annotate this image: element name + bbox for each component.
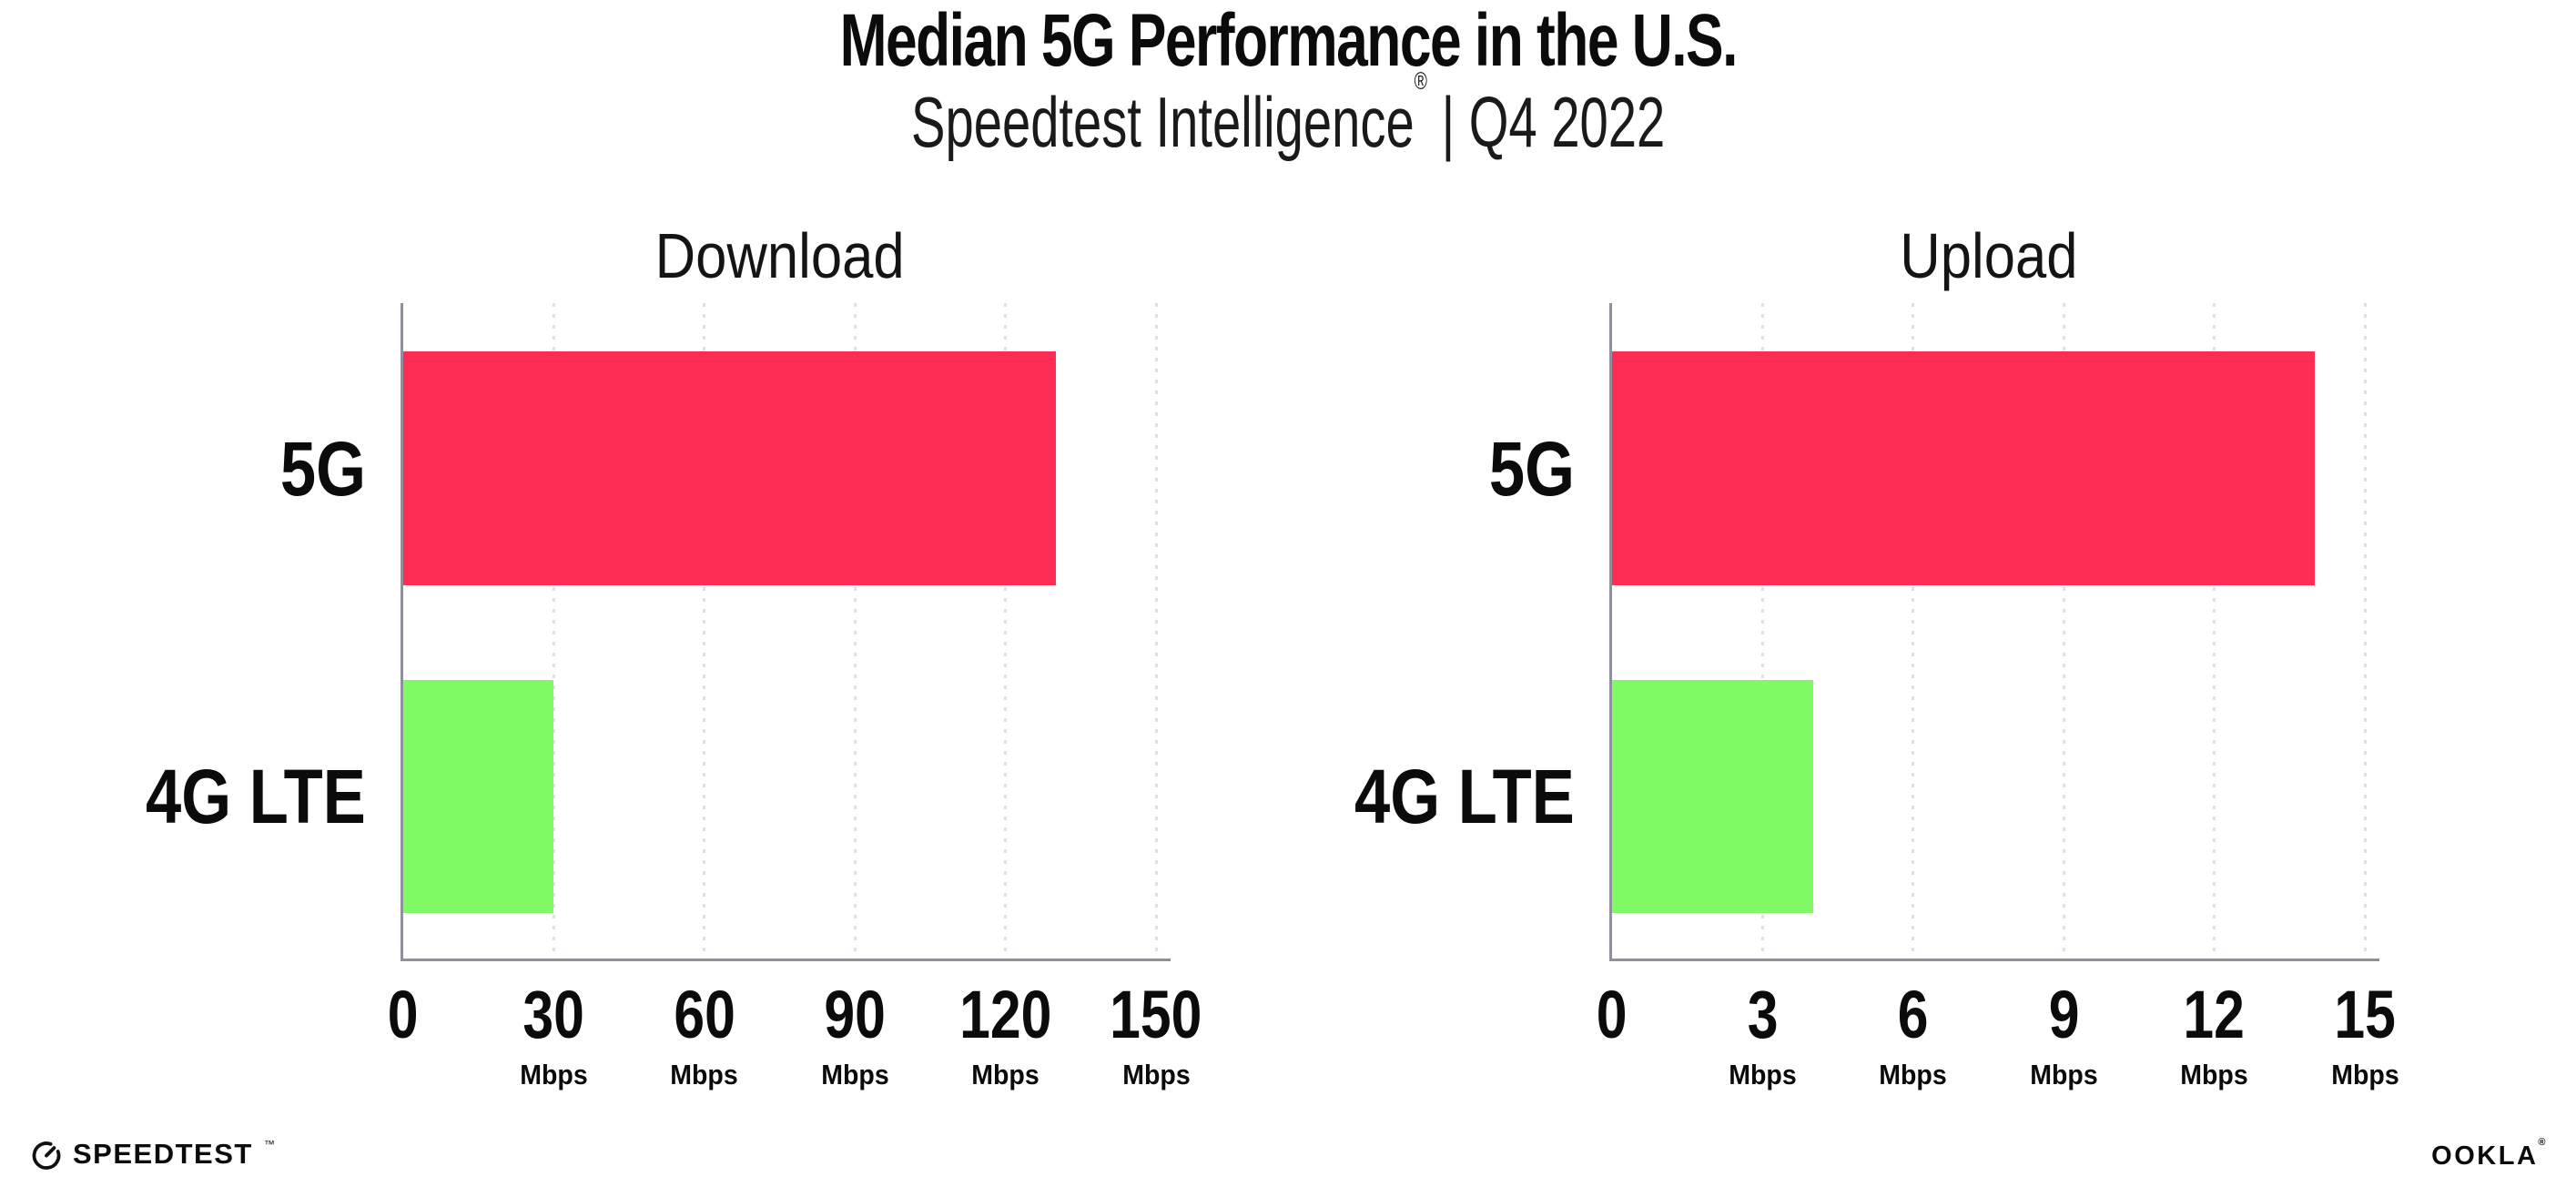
category-label-text: 5G xyxy=(279,425,366,512)
x-tick-value: 6 xyxy=(1897,977,1929,1052)
x-tick-3: 3 Mbps xyxy=(1662,977,1862,1090)
y-axis-line xyxy=(1609,303,1612,961)
trademark-icon: ™ xyxy=(263,1138,275,1151)
x-tick-150: 150 Mbps xyxy=(1056,977,1256,1090)
category-label-text: 4G LTE xyxy=(146,754,366,839)
x-tick-12: 12 Mbps xyxy=(2115,977,2315,1090)
subtitle-brand: Speedtest Intelligence xyxy=(910,82,1415,162)
x-tick-6: 6 Mbps xyxy=(1813,977,2013,1090)
bar-4g-lte xyxy=(1612,680,1813,913)
x-tick-value: 120 xyxy=(958,977,1052,1052)
category-label-5g: 5G xyxy=(1183,431,1575,507)
x-tick-unit: Mbps xyxy=(670,1059,739,1090)
x-tick-unit: Mbps xyxy=(820,1059,889,1090)
x-tick-value: 12 xyxy=(2183,977,2246,1052)
x-tick-value: 3 xyxy=(1747,977,1779,1052)
x-tick-unit: Mbps xyxy=(2330,1059,2399,1090)
subtitle-quarter: | Q4 2022 xyxy=(1426,82,1666,162)
x-tick-30: 30 Mbps xyxy=(453,977,654,1090)
x-tick-value: 15 xyxy=(2334,977,2396,1052)
gridline-12-mbps xyxy=(2213,303,2216,959)
x-tick-120: 120 Mbps xyxy=(906,977,1106,1090)
x-axis-line xyxy=(1609,959,2379,961)
x-tick-0: 0 xyxy=(1512,981,1712,1049)
x-tick-value: 150 xyxy=(1110,977,1202,1052)
speedtest-gauge-icon xyxy=(32,1141,61,1170)
gridline-150-mbps xyxy=(1154,303,1158,959)
x-tick-unit: Mbps xyxy=(1729,1059,1797,1090)
bar-4g-lte xyxy=(403,680,554,913)
y-axis-line xyxy=(401,303,403,961)
x-tick-unit: Mbps xyxy=(971,1059,1040,1090)
gridline-90-mbps xyxy=(853,303,857,959)
header: Median 5G Performance in the U.S. xyxy=(0,0,2576,82)
gridline-6-mbps xyxy=(1912,303,1915,959)
speedtest-wordmark: SPEEDTEST xyxy=(73,1138,253,1170)
registered-trademark-icon: ® xyxy=(1414,67,1427,95)
ookla-wordmark: OOKLA xyxy=(2431,1141,2539,1171)
category-label-text: 5G xyxy=(1488,425,1575,512)
x-axis-line xyxy=(401,959,1171,961)
gridline-120-mbps xyxy=(1004,303,1008,959)
x-tick-value: 0 xyxy=(1597,977,1628,1052)
x-tick-value: 90 xyxy=(824,977,886,1052)
x-tick-value: 30 xyxy=(522,977,585,1052)
page-title: Median 5G Performance in the U.S. xyxy=(839,0,1738,82)
subtitle-row: Speedtest Intelligence® | Q4 2022 xyxy=(0,68,2576,160)
ookla-logo: OOKLA® xyxy=(2431,1137,2548,1172)
bar-5g xyxy=(1612,351,2315,585)
upload-chart-title: Upload xyxy=(1899,220,2078,291)
x-tick-90: 90 Mbps xyxy=(755,977,955,1090)
download-chart-title: Download xyxy=(654,220,905,291)
x-tick-value: 0 xyxy=(388,977,419,1052)
category-label-4g-lte: 4G LTE xyxy=(1183,758,1575,835)
x-tick-60: 60 Mbps xyxy=(604,977,805,1090)
page-subtitle: Speedtest Intelligence® | Q4 2022 xyxy=(0,68,2576,160)
x-tick-unit: Mbps xyxy=(520,1059,588,1090)
x-tick-9: 9 Mbps xyxy=(1963,977,2164,1090)
x-tick-unit: Mbps xyxy=(1879,1059,1948,1090)
x-tick-value: 9 xyxy=(2048,977,2080,1052)
x-tick-unit: Mbps xyxy=(2180,1059,2248,1090)
x-tick-unit: Mbps xyxy=(2029,1059,2098,1090)
x-tick-value: 60 xyxy=(674,977,735,1052)
category-label-5g: 5G xyxy=(0,431,366,507)
gridline-9-mbps xyxy=(2062,303,2065,959)
gridline-60-mbps xyxy=(703,303,706,959)
x-tick-0: 0 xyxy=(303,981,503,1049)
gridline-3-mbps xyxy=(1760,303,1764,959)
x-tick-unit: Mbps xyxy=(1121,1059,1191,1090)
category-label-text: 4G LTE xyxy=(1354,754,1575,839)
gridline-30-mbps xyxy=(552,303,555,959)
ookla-registered-icon: ® xyxy=(2538,1137,2548,1149)
speedtest-logo: SPEEDTEST ™ xyxy=(30,1138,275,1171)
bar-5g xyxy=(403,351,1056,585)
category-label-4g-lte: 4G LTE xyxy=(0,758,366,835)
x-tick-15: 15 Mbps xyxy=(2265,977,2465,1090)
gridline-15-mbps xyxy=(2363,303,2367,959)
